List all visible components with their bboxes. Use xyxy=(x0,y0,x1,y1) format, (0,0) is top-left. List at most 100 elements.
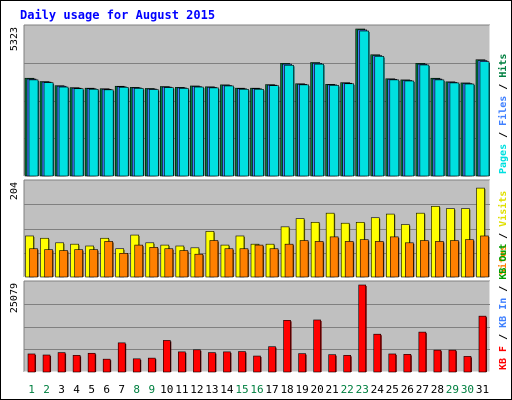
bar-kb-f xyxy=(403,354,412,373)
bar-sites xyxy=(164,248,174,278)
bar-sites xyxy=(329,236,339,278)
bar-sites xyxy=(104,241,113,278)
bar-sites xyxy=(405,242,414,278)
bar-pages xyxy=(43,82,54,177)
x-tick-label: 31 xyxy=(476,383,489,396)
bar-sites xyxy=(239,248,249,278)
x-tick-label: 4 xyxy=(73,383,80,396)
x-tick-label: 8 xyxy=(133,383,140,396)
bar-pages xyxy=(73,88,84,177)
bar-pages xyxy=(479,61,490,177)
panel-bars xyxy=(25,187,490,278)
bar-kb-f xyxy=(87,352,96,373)
panel-max-label: 5323 xyxy=(9,27,20,51)
x-tick-label: 3 xyxy=(58,383,65,396)
bar-pages xyxy=(28,79,39,177)
bar-kb-f xyxy=(283,320,291,373)
x-tick-label: 5 xyxy=(88,383,95,396)
bar-sites xyxy=(89,249,98,278)
bar-sites xyxy=(299,240,309,278)
bar-kb-f xyxy=(448,349,457,373)
bar-sites xyxy=(149,247,159,278)
bar-kb-f xyxy=(132,358,141,373)
legend-separator: / xyxy=(498,328,509,346)
bar-sites xyxy=(435,241,444,278)
x-tick-label: 23 xyxy=(356,383,369,396)
bar-sites xyxy=(465,239,474,278)
bar-pages xyxy=(269,85,279,177)
bar-kb-f xyxy=(388,353,397,373)
bar-pages xyxy=(449,82,460,177)
panel-hits: 5323 Pages / Files / Hits xyxy=(9,24,509,177)
x-tick-label: 9 xyxy=(148,383,155,396)
bar-sites xyxy=(194,253,204,278)
bar-kb-f xyxy=(358,284,367,373)
legend-entry: Sites xyxy=(497,245,509,275)
bar-sites xyxy=(134,244,144,278)
bar-pages xyxy=(299,84,309,177)
bar-kb-f xyxy=(178,351,186,373)
bar-pages xyxy=(88,88,99,177)
panel-visits: 204 Sites / Visits xyxy=(9,179,509,278)
bar-sites xyxy=(29,248,38,278)
bar-sites xyxy=(284,243,294,278)
x-tick-label: 24 xyxy=(371,383,385,396)
bar-sites xyxy=(420,240,429,278)
bar-sites xyxy=(224,248,234,278)
bar-kb-f xyxy=(102,358,111,373)
bar-kb-f xyxy=(418,331,427,373)
x-tick-label: 28 xyxy=(431,383,444,396)
bar-kb-f xyxy=(72,355,81,373)
panel-kbytes: 25079 KB F / KB In / KB Out xyxy=(9,244,509,373)
bar-sites xyxy=(269,248,279,278)
x-tick-label: 20 xyxy=(311,383,324,396)
x-tick-label: 26 xyxy=(401,383,414,396)
bar-pages xyxy=(284,64,294,177)
x-tick-label: 10 xyxy=(160,383,173,396)
bar-kb-f xyxy=(343,355,351,373)
panel-bars xyxy=(27,284,487,373)
bar-sites xyxy=(209,240,219,278)
bar-pages xyxy=(58,86,69,177)
x-tick-label: 17 xyxy=(265,383,278,396)
bar-kb-f xyxy=(208,352,216,373)
bar-kb-f xyxy=(163,340,171,373)
x-tick-label: 18 xyxy=(280,383,293,396)
bar-pages xyxy=(133,88,144,177)
bar-sites xyxy=(59,250,68,278)
panel-legend: Pages / Files / Hits xyxy=(497,54,509,174)
bar-kb-f xyxy=(223,351,231,373)
legend-entry: KB In xyxy=(498,298,509,328)
legend-separator: / xyxy=(498,126,509,144)
bar-pages xyxy=(239,88,249,177)
x-tick-label: 19 xyxy=(295,383,308,396)
bar-kb-f xyxy=(328,354,336,373)
bar-sites xyxy=(314,241,324,278)
legend-separator: / xyxy=(498,280,509,298)
bar-pages xyxy=(209,87,219,177)
bar-sites xyxy=(179,250,189,278)
legend-entry: Files xyxy=(497,96,509,126)
x-tick-label: 21 xyxy=(326,383,339,396)
bar-sites xyxy=(74,249,83,278)
x-tick-label: 6 xyxy=(103,383,110,396)
legend-separator: / xyxy=(498,227,509,245)
panel-bars xyxy=(24,28,490,177)
bar-pages xyxy=(389,79,400,177)
x-tick-label: 15 xyxy=(235,383,248,396)
bar-kb-f xyxy=(238,351,246,373)
bar-kb-f xyxy=(478,315,487,373)
bar-kb-f xyxy=(27,353,36,373)
bar-sites xyxy=(44,249,53,278)
chart-panels: 5323 Pages / Files / Hits 204 Sites / Visit… xyxy=(9,24,509,373)
bar-kb-f xyxy=(433,349,442,373)
x-tick-label: 1 xyxy=(28,383,35,396)
legend-entry: KB Out xyxy=(498,244,509,280)
bar-kb-f xyxy=(147,357,156,373)
bar-pages xyxy=(329,85,339,177)
bar-pages xyxy=(148,89,159,177)
bar-sites xyxy=(119,252,129,278)
panel-legend: Sites / Visits xyxy=(497,191,509,275)
x-tick-label: 29 xyxy=(446,383,459,396)
